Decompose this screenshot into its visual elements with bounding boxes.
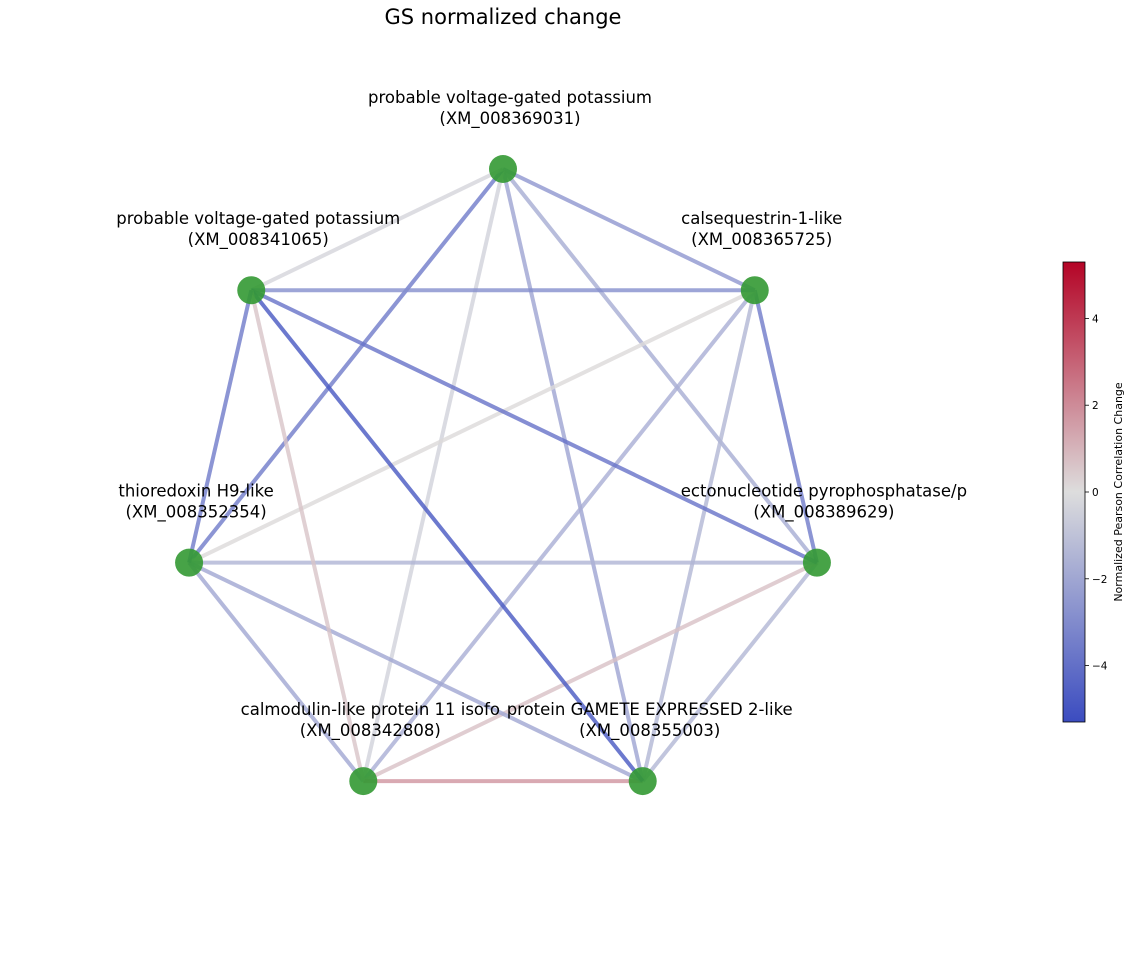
edge-n1-n3 [501, 167, 819, 564]
node-label-n5: calmodulin-like protein 11 isofo (XM_0083… [241, 700, 500, 741]
nodes-layer [175, 155, 831, 796]
colorbar-gradient [1062, 261, 1086, 723]
node-accession-n2: (XM_008365725) [691, 230, 832, 250]
node-n6 [175, 548, 204, 577]
edges-layer [187, 167, 819, 784]
edge-n5-n6 [187, 561, 365, 783]
node-name-n5: calmodulin-like protein 11 isofo [241, 700, 500, 719]
node-name-n1: probable voltage-gated potassium [368, 88, 652, 107]
colorbar-tick-label: 2 [1092, 400, 1099, 412]
node-accession-n7: (XM_008341065) [188, 230, 329, 250]
edge-n2-n6 [188, 288, 756, 565]
edge-n2-n4 [640, 289, 757, 782]
edge-n4-n7 [249, 288, 645, 783]
node-accession-n6: (XM_008352354) [125, 503, 266, 523]
node-name-n6: thioredoxin H9-like [118, 482, 273, 501]
colorbar-tick-label: −2 [1092, 574, 1107, 586]
edge-n2-n5 [361, 288, 757, 783]
node-accession-n1: (XM_008369031) [439, 109, 580, 129]
node-name-n2: calsequestrin-1-like [681, 209, 842, 228]
edge-n2-n3 [752, 289, 819, 564]
node-accession-n5: (XM_008342808) [300, 721, 441, 741]
node-label-n1: probable voltage-gated potassium (XM_0083… [368, 88, 652, 129]
node-label-n4: protein GAMETE EXPRESSED 2-like (XM_00835… [507, 700, 793, 741]
edge-n1-n6 [187, 167, 505, 564]
node-n3 [802, 548, 831, 577]
node-label-n7: probable voltage-gated potassium (XM_0083… [116, 209, 400, 250]
node-n2 [740, 276, 769, 305]
colorbar: 4 2 0 −2 −4 Normalized Pearson Correlation C… [1062, 261, 1125, 723]
edge-n1-n4 [501, 168, 645, 782]
edge-n4-n6 [188, 560, 644, 783]
colorbar-label: Normalized Pearson Correlation Change [1112, 382, 1125, 602]
node-label-n6: thioredoxin H9-like (XM_008352354) [118, 482, 273, 523]
edge-n6-n7 [187, 289, 254, 564]
node-n5 [349, 767, 378, 796]
edge-n3-n5 [362, 560, 818, 783]
edge-n3-n4 [641, 561, 819, 783]
node-accession-n3: (XM_008389629) [753, 503, 894, 523]
node-name-n3: ectonucleotide pyrophosphatase/p [681, 482, 967, 501]
node-name-n7: probable voltage-gated potassium [116, 209, 400, 228]
colorbar-ticks: 4 2 0 −2 −4 [1085, 313, 1108, 673]
colorbar-tick-label: 0 [1092, 487, 1099, 499]
colorbar-tick-label: −4 [1092, 661, 1108, 673]
node-n4 [628, 767, 657, 796]
edge-n1-n7 [250, 167, 504, 293]
node-label-n2: calsequestrin-1-like (XM_008365725) [681, 209, 842, 250]
node-n7 [237, 276, 266, 305]
node-accession-n4: (XM_008355003) [579, 721, 720, 741]
edge-n3-n7 [250, 288, 818, 565]
colorbar-tick-label: 4 [1092, 313, 1099, 325]
node-n1 [489, 155, 517, 183]
edge-n1-n5 [361, 168, 505, 782]
edge-n5-n7 [249, 289, 366, 782]
node-labels-layer: probable voltage-gated potassium (XM_0083… [116, 88, 967, 741]
node-label-n3: ectonucleotide pyrophosphatase/p (XM_0083… [681, 482, 967, 523]
node-name-n4: protein GAMETE EXPRESSED 2-like [507, 700, 793, 719]
chart-title: GS normalized change [385, 5, 622, 29]
edge-n1-n2 [502, 167, 756, 293]
